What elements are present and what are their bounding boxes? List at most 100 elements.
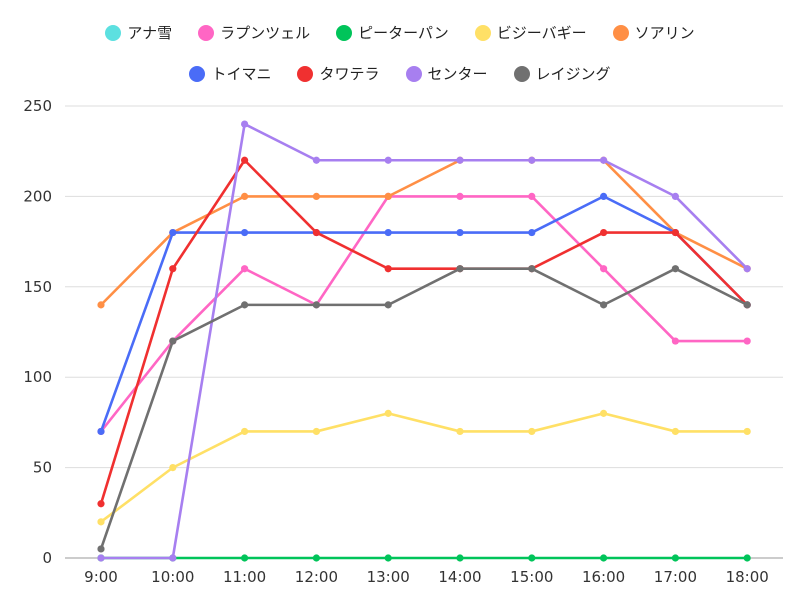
data-point bbox=[671, 554, 680, 562]
data-point bbox=[600, 301, 608, 309]
x-tick-label: 17:00 bbox=[654, 568, 697, 586]
series-レイジング bbox=[97, 265, 751, 553]
legend-label: センター bbox=[427, 65, 488, 83]
x-tick-label: 16:00 bbox=[582, 568, 625, 586]
data-point bbox=[600, 156, 608, 164]
data-point bbox=[671, 337, 680, 345]
data-point bbox=[241, 228, 249, 237]
x-tick-label: 13:00 bbox=[367, 568, 410, 586]
data-point bbox=[671, 192, 680, 200]
legend-label: タワテラ bbox=[319, 65, 380, 83]
data-point bbox=[528, 228, 536, 237]
data-point bbox=[97, 554, 105, 562]
data-point bbox=[743, 337, 751, 345]
y-tick-label: 100 bbox=[23, 368, 52, 386]
legend-dot bbox=[336, 24, 353, 41]
data-point bbox=[169, 554, 177, 562]
series-line bbox=[101, 122, 749, 560]
data-point bbox=[312, 192, 320, 200]
legend-label: ピーターパン bbox=[358, 24, 449, 42]
data-point bbox=[456, 427, 464, 436]
legend-item[interactable]: ラプンツェル bbox=[198, 22, 310, 43]
data-point bbox=[169, 464, 177, 472]
data-point bbox=[528, 156, 536, 164]
series-line bbox=[100, 412, 748, 523]
y-tick-label: 0 bbox=[42, 549, 52, 567]
data-point bbox=[384, 265, 392, 273]
data-point bbox=[528, 554, 536, 562]
x-axis: 9:00 10:00 11:00 12:00 13:00 14:00 15:00 16:00 1… bbox=[84, 568, 769, 586]
data-point bbox=[600, 554, 608, 562]
data-point bbox=[600, 228, 608, 237]
series-line bbox=[99, 195, 748, 433]
x-tick-label: 10:00 bbox=[151, 568, 194, 586]
legend-item[interactable]: ビジーバギー bbox=[474, 22, 587, 43]
data-point bbox=[97, 301, 105, 309]
data-point bbox=[241, 301, 249, 309]
data-point bbox=[97, 518, 105, 526]
data-point bbox=[241, 192, 249, 200]
data-point bbox=[312, 427, 320, 436]
data-point bbox=[456, 228, 464, 237]
legend-dot bbox=[105, 24, 122, 41]
data-point bbox=[384, 228, 392, 237]
data-point bbox=[671, 228, 680, 237]
y-axis: 0 50 100 150 200 250 bbox=[23, 97, 52, 567]
legend-dot bbox=[513, 65, 530, 82]
data-point bbox=[600, 265, 608, 273]
series-ラプンツェル bbox=[97, 192, 751, 436]
data-point bbox=[528, 427, 536, 436]
data-point bbox=[241, 156, 249, 164]
data-point bbox=[528, 265, 536, 273]
legend-item[interactable]: タワテラ bbox=[297, 63, 380, 84]
series-line bbox=[99, 158, 749, 505]
legend-item[interactable]: ソアリン bbox=[612, 22, 695, 43]
data-point bbox=[384, 156, 392, 164]
x-tick-label: 18:00 bbox=[726, 568, 769, 586]
data-point bbox=[600, 192, 608, 200]
data-point bbox=[384, 554, 392, 562]
legend-dot bbox=[474, 24, 491, 41]
data-point bbox=[312, 301, 320, 309]
x-tick-label: 9:00 bbox=[84, 568, 118, 586]
data-point bbox=[528, 192, 536, 200]
legend-item[interactable]: アナ雪 bbox=[105, 22, 172, 43]
y-tick-label: 50 bbox=[33, 459, 52, 477]
legend-item[interactable]: レイジング bbox=[513, 63, 611, 84]
x-tick-label: 12:00 bbox=[295, 568, 338, 586]
x-tick-label: 14:00 bbox=[438, 568, 481, 586]
data-point bbox=[671, 265, 680, 273]
legend-label: ソアリン bbox=[634, 24, 695, 42]
y-tick-label: 200 bbox=[23, 187, 52, 205]
legend-item[interactable]: トイマニ bbox=[189, 63, 271, 84]
legend-row-1: アナ雪 ラプンツェル ピーターパン ビジーバギー ソアリン bbox=[0, 22, 800, 43]
data-point bbox=[97, 427, 105, 436]
data-point bbox=[743, 554, 751, 562]
legend-item[interactable]: ピーターパン bbox=[336, 22, 449, 43]
legend-item[interactable]: センター bbox=[405, 63, 488, 84]
legend-dot bbox=[189, 65, 206, 82]
legend-label: ラプンツェル bbox=[220, 24, 311, 42]
series-ピーターパン bbox=[97, 554, 751, 562]
data-point bbox=[384, 192, 392, 200]
y-tick-label: 150 bbox=[23, 278, 52, 296]
y-tick-label: 250 bbox=[23, 97, 52, 115]
data-point bbox=[97, 500, 105, 508]
legend-row-2: トイマニ タワテラ センター レイジング bbox=[0, 63, 800, 84]
series-センター bbox=[97, 120, 751, 562]
series-line bbox=[99, 195, 749, 432]
legend-label: レイジング bbox=[535, 65, 611, 83]
x-tick-label: 11:00 bbox=[223, 568, 266, 586]
data-point bbox=[600, 409, 608, 417]
data-point bbox=[456, 265, 464, 273]
data-point bbox=[456, 192, 464, 200]
data-point bbox=[743, 265, 751, 273]
data-point bbox=[241, 120, 249, 128]
grid bbox=[65, 105, 783, 559]
data-point bbox=[456, 156, 464, 164]
legend-dot bbox=[405, 65, 422, 82]
data-point bbox=[241, 554, 249, 562]
data-point bbox=[312, 228, 320, 237]
data-point bbox=[97, 545, 105, 553]
